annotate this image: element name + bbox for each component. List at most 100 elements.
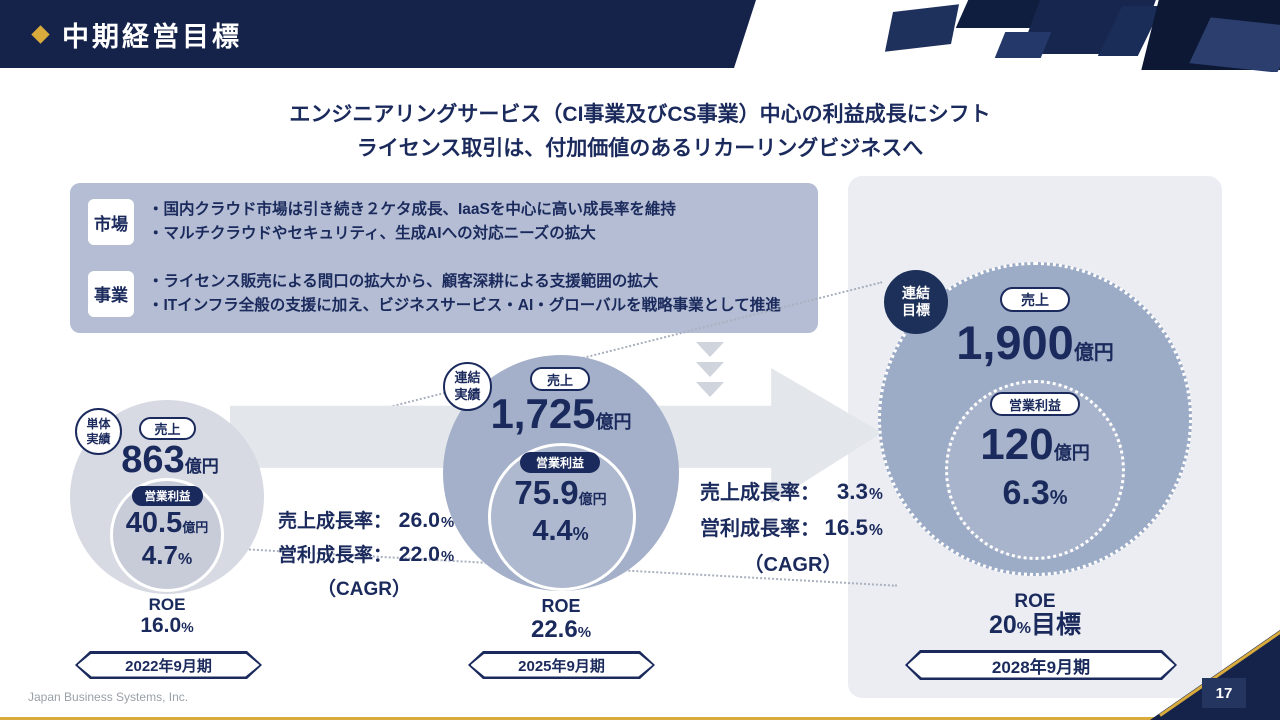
margin-unit: %	[177, 551, 193, 568]
period-banner-2025: 2025年9月期	[468, 651, 655, 679]
bottom-accent-line	[0, 717, 1280, 720]
subtitle-line-2: ライセンス取引は、付加価値のあるリカーリングビジネスへ	[356, 137, 924, 160]
badge-line-2: 実績	[454, 386, 481, 402]
sales-growth-value: 3.3	[836, 479, 868, 504]
margin-value: 4.7	[141, 540, 178, 570]
cagr-label: （CAGR）	[317, 579, 411, 600]
margin-unit: %	[1049, 487, 1068, 509]
profit-pill-2022: 営業利益	[132, 486, 203, 506]
profit-pill-2028: 営業利益	[990, 392, 1080, 416]
badge-line-1: 単体	[86, 416, 111, 431]
header-decoration	[860, 0, 1280, 72]
revenue-value: 863	[121, 439, 185, 481]
profit-growth-unit: %	[869, 522, 883, 539]
margin-unit: %	[572, 524, 589, 544]
profit-value: 40.5	[125, 507, 183, 539]
ribbon-fill	[908, 653, 1175, 678]
profit-growth-label: 営利成長率：	[278, 545, 393, 566]
badge-standalone-results: 単体 実績	[75, 408, 122, 455]
margin-2025: 4.4%	[488, 516, 633, 546]
roe-unit: %	[1016, 619, 1032, 637]
profit-value: 120	[980, 420, 1054, 469]
sales-growth-label: 売上成長率：	[700, 482, 820, 504]
roe-2025: ROE 22.6%	[443, 597, 679, 642]
badge-line-2: 実績	[86, 431, 111, 446]
profit-value: 75.9	[514, 474, 579, 511]
header-band	[0, 0, 756, 68]
info-row-market: 市場 ・国内クラウド市場は引き続き２ケタ成長、IaaSを中心に高い成長率を維持 …	[88, 198, 800, 246]
roe-2022: ROE 16.0%	[70, 596, 264, 637]
period-banner-2028: 2028年9月期	[905, 650, 1177, 680]
growth-2025-2028: 売上成長率： 3.3% 営利成長率： 16.5% （CAGR）	[700, 476, 886, 577]
page-number: 17	[1202, 678, 1246, 708]
market-point-1: ・国内クラウド市場は引き続き２ケタ成長、IaaSを中心に高い成長率を維持	[148, 201, 676, 218]
roe-label: ROE	[1014, 591, 1056, 612]
revenue-pill-2025: 売上	[530, 367, 590, 391]
revenue-unit: 億円	[595, 412, 632, 432]
growth-2022-2025: 売上成長率： 26.0% 営利成長率： 22.0% （CAGR）	[278, 506, 454, 601]
revenue-pill-2028: 売上	[1000, 287, 1070, 312]
sales-growth-row: 売上成長率： 26.0%	[278, 506, 454, 533]
sales-growth-value: 26.0	[398, 508, 441, 532]
market-business-summary-box: 市場 ・国内クラウド市場は引き続き２ケタ成長、IaaSを中心に高い成長率を維持 …	[70, 183, 818, 333]
subtitle-line-1: エンジニアリングサービス（CI事業及びCS事業）中心の利益成長にシフト	[289, 103, 991, 126]
roe-suffix: 目標	[1031, 610, 1082, 639]
roe-unit: %	[181, 618, 194, 635]
header-title-row: 中期経営目標	[31, 0, 242, 68]
margin-value: 4.4	[532, 515, 573, 547]
profit-growth-value: 16.5	[824, 515, 868, 540]
badge-line-2: 目標	[902, 302, 930, 318]
roe-2028: ROE 20%目標	[878, 591, 1192, 639]
revenue-value: 1,900	[956, 316, 1074, 369]
profit-growth-label: 営利成長率：	[700, 518, 820, 540]
period-label: 2022年9月期	[125, 657, 212, 675]
badge-line-1: 連結	[454, 370, 481, 386]
revenue-2022: 863億円	[80, 439, 260, 481]
profit-2022: 40.5億円	[105, 508, 229, 538]
revenue-2028: 1,900億円	[878, 318, 1192, 367]
diamond-icon	[31, 24, 50, 44]
profit-pill-2025: 営業利益	[520, 452, 600, 473]
market-label: 市場	[88, 199, 134, 246]
margin-2028: 6.3%	[945, 474, 1125, 512]
profit-growth-row: 営利成長率： 16.5%	[700, 512, 886, 541]
deco-shape	[884, 4, 960, 52]
chevron-down-icon	[696, 342, 724, 357]
page-title: 中期経営目標	[62, 21, 242, 52]
company-footer: Japan Business Systems, Inc.	[28, 690, 189, 704]
roe-value: 20	[988, 610, 1017, 639]
period-banner-2022: 2022年9月期	[75, 651, 262, 679]
badge-consolidated-target: 連結 目標	[884, 270, 948, 334]
business-point-1: ・ライセンス販売による間口の拡大から、顧客深耕による支援範囲の拡大	[148, 272, 659, 290]
badge-consolidated-results: 連結 実績	[443, 362, 492, 411]
profit-unit: 億円	[1053, 443, 1090, 463]
profit-2028: 120億円	[945, 420, 1125, 469]
period-label: 2025年9月期	[518, 657, 605, 675]
roe-label: ROE	[541, 596, 581, 616]
revenue-value: 1,725	[490, 390, 596, 437]
ribbon-fill	[78, 654, 260, 677]
margin-2022: 4.7%	[105, 540, 229, 570]
sales-growth-row: 売上成長率： 3.3%	[700, 476, 886, 505]
sales-growth-unit: %	[441, 515, 455, 531]
roe-label: ROE	[148, 595, 186, 614]
profit-unit: 億円	[578, 491, 607, 507]
market-points: ・国内クラウド市場は引き続き２ケタ成長、IaaSを中心に高い成長率を維持 ・マル…	[148, 198, 676, 246]
revenue-2025: 1,725億円	[443, 390, 679, 437]
period-label: 2028年9月期	[991, 657, 1091, 677]
profit-growth-value: 22.0	[398, 542, 441, 566]
cagr-label: （CAGR）	[743, 554, 843, 576]
info-row-business: 事業 ・ライセンス販売による間口の拡大から、顧客深耕による支援範囲の拡大 ・IT…	[88, 270, 800, 318]
profit-2025: 75.9億円	[488, 474, 633, 511]
roe-value: 16.0	[140, 613, 182, 637]
revenue-unit: 億円	[1073, 342, 1114, 364]
revenue-unit: 億円	[184, 457, 219, 476]
chevron-down-icon	[696, 382, 724, 397]
profit-unit: 億円	[182, 520, 209, 535]
margin-value: 6.3	[1002, 474, 1050, 512]
business-label: 事業	[88, 270, 134, 317]
profit-growth-unit: %	[441, 549, 455, 565]
business-points: ・ライセンス販売による間口の拡大から、顧客深耕による支援範囲の拡大 ・ITインフ…	[148, 270, 781, 318]
chevron-down-icon	[696, 362, 724, 377]
